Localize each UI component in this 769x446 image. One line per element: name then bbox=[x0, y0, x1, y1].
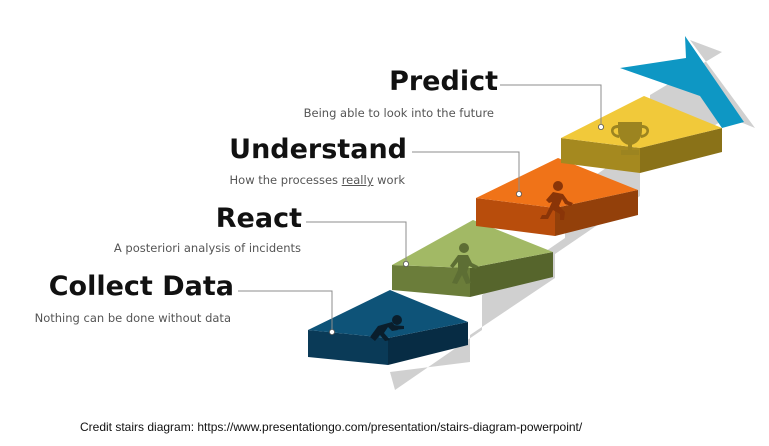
subtitle-understand-post: work bbox=[373, 173, 405, 187]
leader-dot-predict bbox=[598, 124, 605, 131]
leader-dot-collect-data bbox=[328, 328, 335, 335]
crouching-runner-icon bbox=[370, 315, 404, 341]
walking-person-icon bbox=[450, 243, 478, 284]
step-title-understand: Understand bbox=[229, 134, 407, 165]
arrow-head bbox=[620, 36, 744, 128]
step-1-front bbox=[308, 330, 388, 365]
step-1-top bbox=[308, 290, 468, 338]
step-2-front bbox=[392, 265, 470, 297]
step-title-predict: Predict bbox=[389, 66, 498, 97]
leader-dot-understand bbox=[516, 190, 523, 197]
step-2-side bbox=[470, 252, 553, 297]
step-4-side bbox=[640, 128, 722, 173]
leader-line-predict bbox=[500, 84, 602, 125]
step-subtitle-understand: How the processes really work bbox=[229, 173, 405, 187]
step-4-front bbox=[561, 138, 640, 173]
leader-line-understand bbox=[412, 151, 520, 192]
step-3-front bbox=[476, 198, 555, 236]
leader-line-react bbox=[306, 221, 407, 262]
credit-text: Credit stairs diagram: https://www.prese… bbox=[80, 420, 583, 434]
step-title-collect-data: Collect Data bbox=[48, 271, 234, 302]
step-3-side bbox=[555, 190, 638, 236]
leader-dot-react bbox=[402, 260, 409, 267]
subtitle-understand-emphasis: really bbox=[341, 173, 374, 187]
step-2-top bbox=[392, 220, 553, 268]
trophy-icon bbox=[610, 122, 650, 155]
running-person-icon bbox=[540, 181, 573, 220]
subtitle-understand-pre: How the processes bbox=[229, 173, 342, 187]
step-subtitle-react: A posteriori analysis of incidents bbox=[113, 241, 301, 255]
step-title-react: React bbox=[215, 203, 302, 234]
step-subtitle-collect-data: Nothing can be done without data bbox=[34, 311, 231, 325]
step-1-side bbox=[388, 322, 468, 365]
step-subtitle-predict: Being able to look into the future bbox=[303, 106, 494, 120]
leader-line-collect-data bbox=[238, 290, 333, 330]
